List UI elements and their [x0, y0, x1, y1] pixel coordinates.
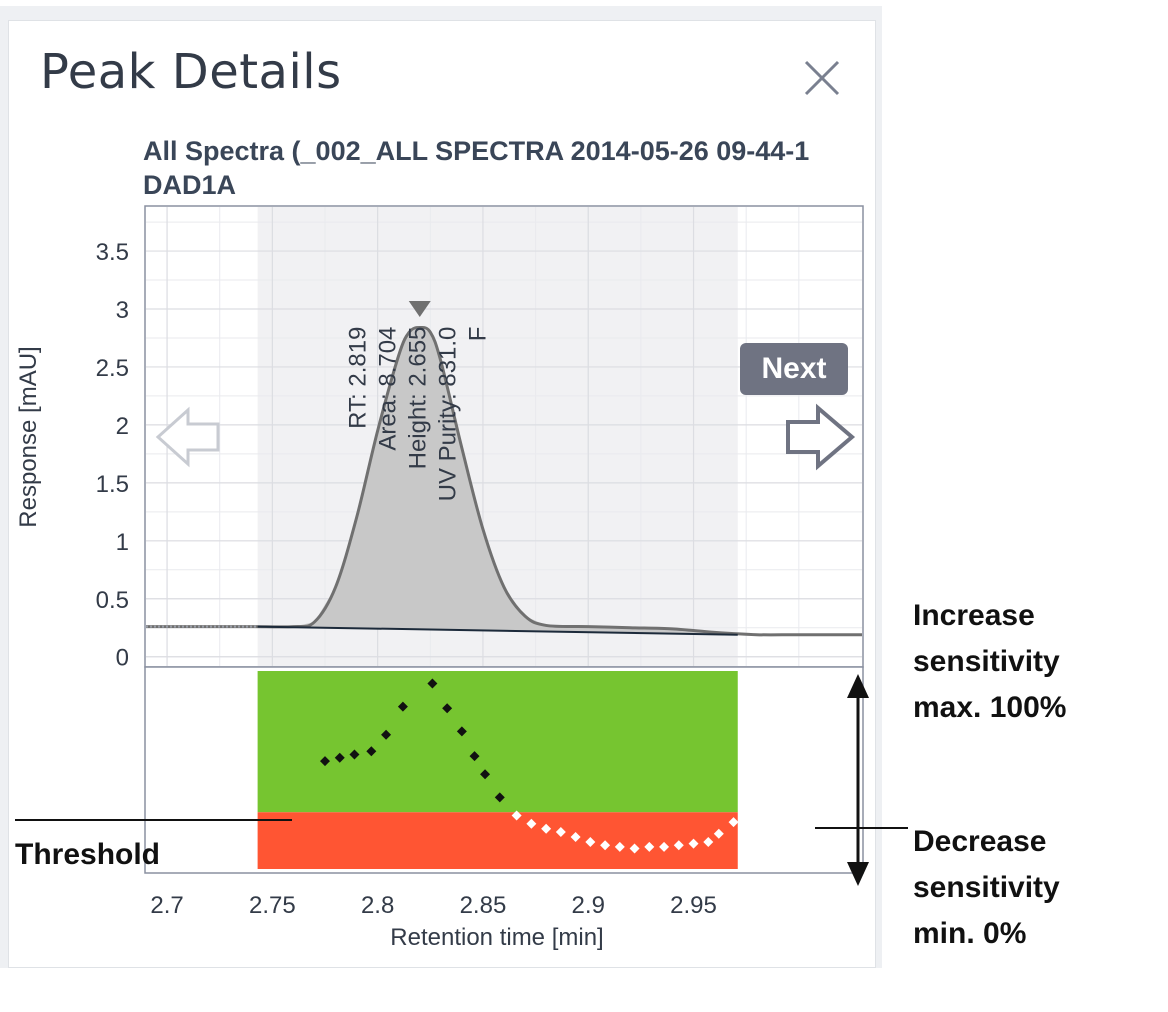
- x-tick-label: 2.85: [460, 892, 507, 919]
- purity-point: [456, 726, 467, 737]
- purity-fail-band: [257, 812, 738, 869]
- purity-point: [585, 836, 596, 847]
- sensitivity-arrow-up-icon: [847, 674, 869, 698]
- purity-point: [366, 746, 377, 757]
- x-tick-label: 2.75: [249, 892, 296, 919]
- purity-point: [713, 828, 724, 839]
- peak-annotation-label: Area: 8.704: [375, 327, 402, 451]
- decrease-line-2: sensitivity: [913, 871, 1060, 904]
- y-tick-label: 1: [116, 529, 129, 556]
- purity-point: [614, 841, 625, 852]
- purity-point: [397, 701, 408, 712]
- panel-title: Peak Details: [40, 44, 342, 100]
- purity-point: [629, 843, 640, 854]
- decrease-line-1: Decrease: [913, 825, 1047, 858]
- y-tick-label: 2.5: [96, 355, 129, 382]
- decrease-line-3: min. 0%: [913, 917, 1027, 950]
- x-tick-label: 2.8: [361, 892, 394, 919]
- x-tick-label: 2.9: [572, 892, 605, 919]
- purity-point: [728, 817, 739, 828]
- threshold-label: Threshold: [15, 838, 161, 871]
- purity-point: [334, 752, 345, 763]
- y-tick-label: 0: [116, 645, 129, 672]
- purity-point: [703, 836, 714, 847]
- purity-point: [541, 823, 552, 834]
- purity-point: [688, 838, 699, 849]
- previous-arrow-icon[interactable]: [155, 406, 220, 468]
- sensitivity-arrow-down-icon: [847, 862, 869, 886]
- purity-point: [659, 841, 670, 852]
- purity-point: [469, 751, 480, 762]
- purity-pass-band: [257, 671, 738, 813]
- purity-point: [320, 756, 330, 767]
- y-axis-label: Response [mAU]: [15, 346, 42, 527]
- next-arrow-icon[interactable]: [786, 403, 856, 471]
- purity-point: [427, 678, 438, 689]
- y-tick-label: 2: [116, 413, 129, 440]
- chart-subtitle-line1: All Spectra (_002_ALL SPECTRA 2014-05-26…: [143, 136, 810, 166]
- decrease-sensitivity-note: Decrease sensitivity min. 0%: [913, 819, 1060, 957]
- increase-sensitivity-note: Increase sensitivity max. 100%: [913, 593, 1066, 731]
- next-button[interactable]: Next: [740, 343, 848, 395]
- x-tick-label: 2.7: [150, 892, 183, 919]
- chart-subtitle-line2: DAD1A: [143, 170, 237, 200]
- purity-point: [555, 827, 566, 838]
- x-tick-label: 2.95: [670, 892, 717, 919]
- increase-line-3: max. 100%: [913, 691, 1067, 724]
- y-tick-label: 1.5: [96, 471, 129, 498]
- purity-point: [644, 841, 655, 852]
- increase-line-2: sensitivity: [913, 645, 1060, 678]
- peak-area: [257, 327, 738, 635]
- peak-annotation-label: UV Purity: 831.0: [435, 327, 462, 502]
- purity-point: [570, 832, 581, 842]
- apex-marker-icon: [408, 301, 431, 317]
- baseline-line: [257, 625, 738, 636]
- peak-annotation-label: F: [465, 327, 492, 342]
- purity-point: [673, 840, 684, 851]
- purity-point: [442, 703, 453, 714]
- x-axis-label: Retention time [min]: [390, 924, 603, 951]
- purity-point: [480, 769, 491, 780]
- close-icon[interactable]: [800, 56, 844, 100]
- increase-line-1: Increase: [913, 599, 1035, 632]
- purity-point: [526, 818, 537, 829]
- peak-annotation-label: RT: 2.819: [345, 327, 372, 429]
- purity-point: [600, 840, 611, 851]
- y-tick-label: 3.5: [96, 239, 129, 266]
- purity-point: [494, 792, 505, 803]
- peak-annotation-label: Height: 2.655: [405, 327, 432, 470]
- purity-point: [381, 729, 392, 740]
- purity-point: [511, 810, 522, 821]
- y-tick-label: 0.5: [96, 587, 129, 614]
- y-tick-label: 3: [116, 297, 129, 324]
- purity-point: [349, 749, 360, 760]
